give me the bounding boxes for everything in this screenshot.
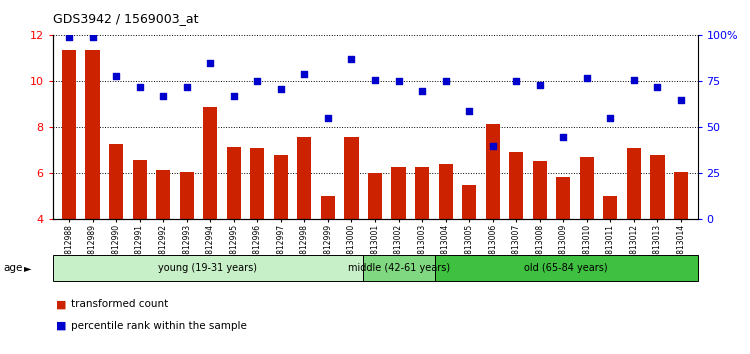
Bar <box>86 50 100 219</box>
Bar <box>156 170 170 219</box>
Point <box>251 79 263 84</box>
Point <box>181 84 193 90</box>
Text: ■: ■ <box>56 299 67 309</box>
Bar <box>203 107 217 219</box>
Point <box>557 134 569 139</box>
Bar <box>435 255 698 281</box>
Bar <box>251 148 264 219</box>
Point <box>322 115 334 121</box>
Bar <box>53 255 363 281</box>
Point <box>464 108 476 114</box>
Point <box>675 97 687 103</box>
Text: ■: ■ <box>56 321 67 331</box>
Point <box>228 93 240 99</box>
Point <box>110 73 122 79</box>
Bar <box>509 152 524 219</box>
Bar <box>580 157 594 219</box>
Bar <box>462 185 476 219</box>
Point <box>604 115 616 121</box>
Bar <box>415 166 429 219</box>
Text: age: age <box>4 263 23 273</box>
Point <box>346 57 358 62</box>
Point <box>134 84 146 90</box>
Text: percentile rank within the sample: percentile rank within the sample <box>71 321 248 331</box>
Bar <box>297 137 311 219</box>
Bar <box>486 124 500 219</box>
Point <box>158 93 170 99</box>
Bar <box>439 164 453 219</box>
Bar <box>368 173 382 219</box>
Point <box>652 84 664 90</box>
Bar <box>179 172 194 219</box>
Point <box>298 71 310 77</box>
Text: transformed count: transformed count <box>71 299 169 309</box>
Point <box>628 77 640 82</box>
Point <box>392 79 404 84</box>
Point <box>510 79 522 84</box>
Point <box>440 79 452 84</box>
Text: ►: ► <box>24 263 32 273</box>
Point <box>86 34 98 40</box>
Point <box>63 34 75 40</box>
Bar <box>603 196 617 219</box>
Bar <box>133 160 147 219</box>
Bar <box>321 196 335 219</box>
Bar <box>344 137 358 219</box>
Bar <box>226 147 241 219</box>
Bar <box>532 161 547 219</box>
Point <box>487 143 499 149</box>
Bar <box>556 177 571 219</box>
Text: old (65-84 years): old (65-84 years) <box>524 263 608 273</box>
Bar <box>627 148 641 219</box>
Bar <box>363 255 435 281</box>
Point <box>534 82 546 88</box>
Bar <box>650 155 664 219</box>
Text: middle (42-61 years): middle (42-61 years) <box>348 263 450 273</box>
Bar <box>274 155 288 219</box>
Point <box>580 75 592 81</box>
Point <box>274 86 286 92</box>
Bar <box>392 166 406 219</box>
Point <box>416 88 428 93</box>
Bar <box>62 50 76 219</box>
Point <box>204 60 216 66</box>
Bar <box>674 172 688 219</box>
Text: GDS3942 / 1569003_at: GDS3942 / 1569003_at <box>53 12 198 25</box>
Text: young (19-31 years): young (19-31 years) <box>158 263 257 273</box>
Bar <box>109 143 123 219</box>
Point <box>369 77 381 82</box>
